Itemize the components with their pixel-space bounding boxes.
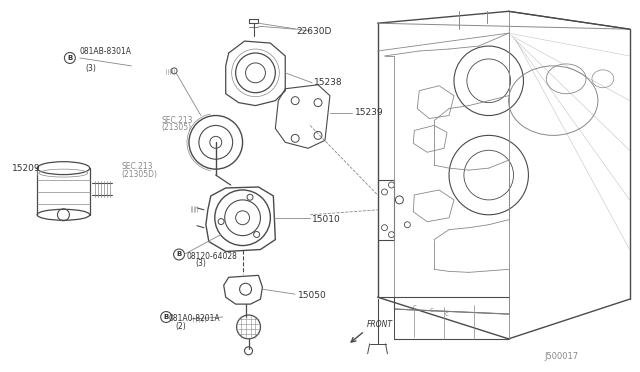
Text: (21305): (21305) [161,124,191,132]
Text: c: c [445,311,449,317]
Text: 15209: 15209 [12,164,41,173]
Text: 15050: 15050 [298,291,327,300]
Text: J500017: J500017 [544,352,578,361]
Text: c: c [429,307,433,313]
Text: SEC.213: SEC.213 [122,162,153,171]
Text: 15238: 15238 [314,78,342,87]
Text: 22630D: 22630D [296,27,332,36]
Text: (3): (3) [195,259,206,269]
Text: FRONT: FRONT [367,320,393,329]
Text: B: B [164,314,169,320]
Text: (21305D): (21305D) [122,170,157,179]
Text: 081A0-8201A: 081A0-8201A [168,314,220,323]
Text: (3): (3) [86,64,97,73]
Text: B: B [67,55,72,61]
Text: 15010: 15010 [312,215,341,224]
Text: c: c [412,304,416,310]
Text: 08120-64028: 08120-64028 [186,251,237,260]
Text: SEC.213: SEC.213 [161,116,193,125]
Text: 15239: 15239 [355,108,383,117]
Text: B: B [177,251,182,257]
Text: 081AB-8301A: 081AB-8301A [80,47,132,56]
Text: (2): (2) [175,322,186,331]
